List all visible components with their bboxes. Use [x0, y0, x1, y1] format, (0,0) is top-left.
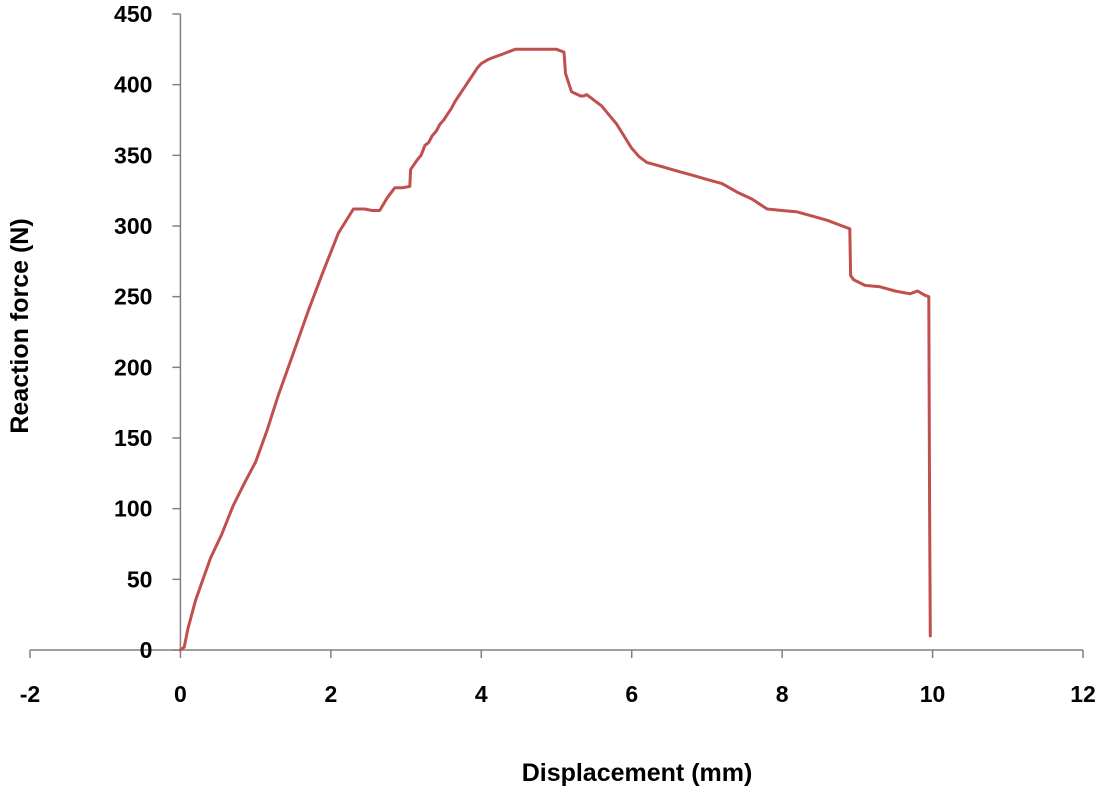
x-tick-label: 6 [625, 681, 638, 707]
x-axis-title: Displacement (mm) [522, 759, 753, 787]
x-tick-label: 2 [324, 681, 337, 707]
y-tick-label: 450 [114, 1, 152, 27]
y-tick-label: 150 [114, 425, 152, 451]
series-line-0 [178, 47, 932, 652]
x-tick-label: -2 [20, 681, 40, 707]
y-tick-label: 100 [114, 496, 152, 522]
y-tick-label: 200 [114, 354, 152, 380]
y-tick-label: 400 [114, 72, 152, 98]
y-tick-label: 350 [114, 142, 152, 168]
y-tick-label: 250 [114, 284, 152, 310]
x-tick-label: 10 [920, 681, 946, 707]
x-axis-ticks: -2 0 2 4 6 8 10 12 [20, 650, 1096, 707]
y-tick-label: 0 [140, 637, 153, 663]
y-tick-label: 50 [127, 566, 153, 592]
plot-area: 0 50 100 150 200 250 300 350 400 450 -2 0 2 4 6 8 10 12 [20, 1, 1096, 707]
y-axis-ticks: 0 50 100 150 200 250 300 350 400 450 [114, 1, 181, 663]
x-tick-label: 0 [174, 681, 187, 707]
x-tick-label: 12 [1070, 681, 1096, 707]
x-tick-label: 8 [776, 681, 789, 707]
x-tick-label: 4 [475, 681, 488, 707]
series-layer [178, 47, 932, 652]
y-axis-title: Reaction force (N) [6, 218, 34, 433]
y-tick-label: 300 [114, 213, 152, 239]
